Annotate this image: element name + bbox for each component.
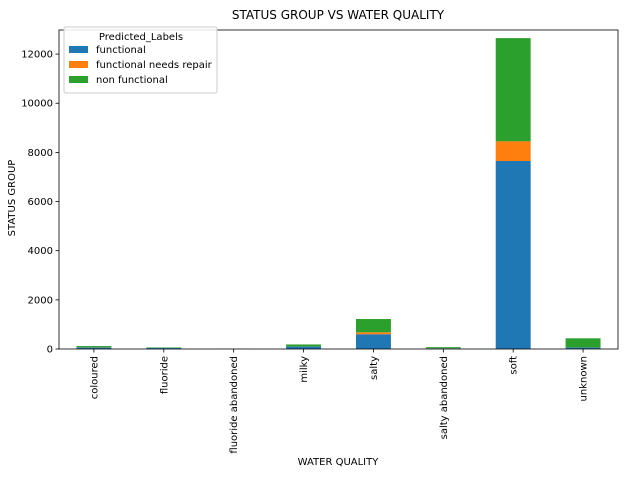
chart-title: STATUS GROUP VS WATER QUALITY xyxy=(232,8,445,22)
plot-area: 0 2000 4000 6000 8000 10000 12000 coloured fluor… xyxy=(21,30,618,454)
x-tick-label: coloured xyxy=(89,356,100,399)
x-tick-label: fluoride xyxy=(159,356,170,394)
x-tick-label: fluoride abandoned xyxy=(229,356,240,454)
bar-segment xyxy=(356,319,391,332)
legend-swatch xyxy=(69,46,88,53)
y-tick-label: 12000 xyxy=(21,50,53,61)
bar-segment xyxy=(426,347,461,348)
bar-segment xyxy=(286,344,321,346)
bar-segment xyxy=(356,332,391,334)
y-tick-label: 6000 xyxy=(28,197,53,208)
bar-segment xyxy=(356,334,391,349)
legend-entry: non functional xyxy=(96,75,168,86)
y-axis-label: STATUS GROUP xyxy=(7,160,18,237)
y-tick-label: 4000 xyxy=(28,246,53,257)
legend: Predicted_Labels functional functional ne… xyxy=(64,27,217,93)
x-tick-label: unknown xyxy=(579,356,590,401)
legend-swatch xyxy=(69,76,88,83)
bar-segment xyxy=(566,338,601,347)
bar-segment xyxy=(496,161,531,349)
bar-segment xyxy=(496,38,531,141)
x-axis-label: WATER QUALITY xyxy=(298,457,380,468)
legend-swatch xyxy=(69,61,88,68)
x-tick-label: milky xyxy=(299,356,310,383)
y-tick-label: 8000 xyxy=(28,148,53,159)
x-tick-label: soft xyxy=(509,356,520,375)
x-tick-label: salty abandoned xyxy=(439,356,450,439)
legend-title: Predicted_Labels xyxy=(99,32,183,43)
bar-segment xyxy=(496,141,531,161)
x-tick-label: salty xyxy=(369,356,380,380)
y-tick-label: 2000 xyxy=(28,295,53,306)
bar-segment xyxy=(76,346,111,347)
y-tick-label: 10000 xyxy=(21,99,53,110)
legend-entry: functional needs repair xyxy=(96,60,213,71)
legend-entry: functional xyxy=(96,45,146,56)
y-tick-label: 0 xyxy=(47,345,53,356)
